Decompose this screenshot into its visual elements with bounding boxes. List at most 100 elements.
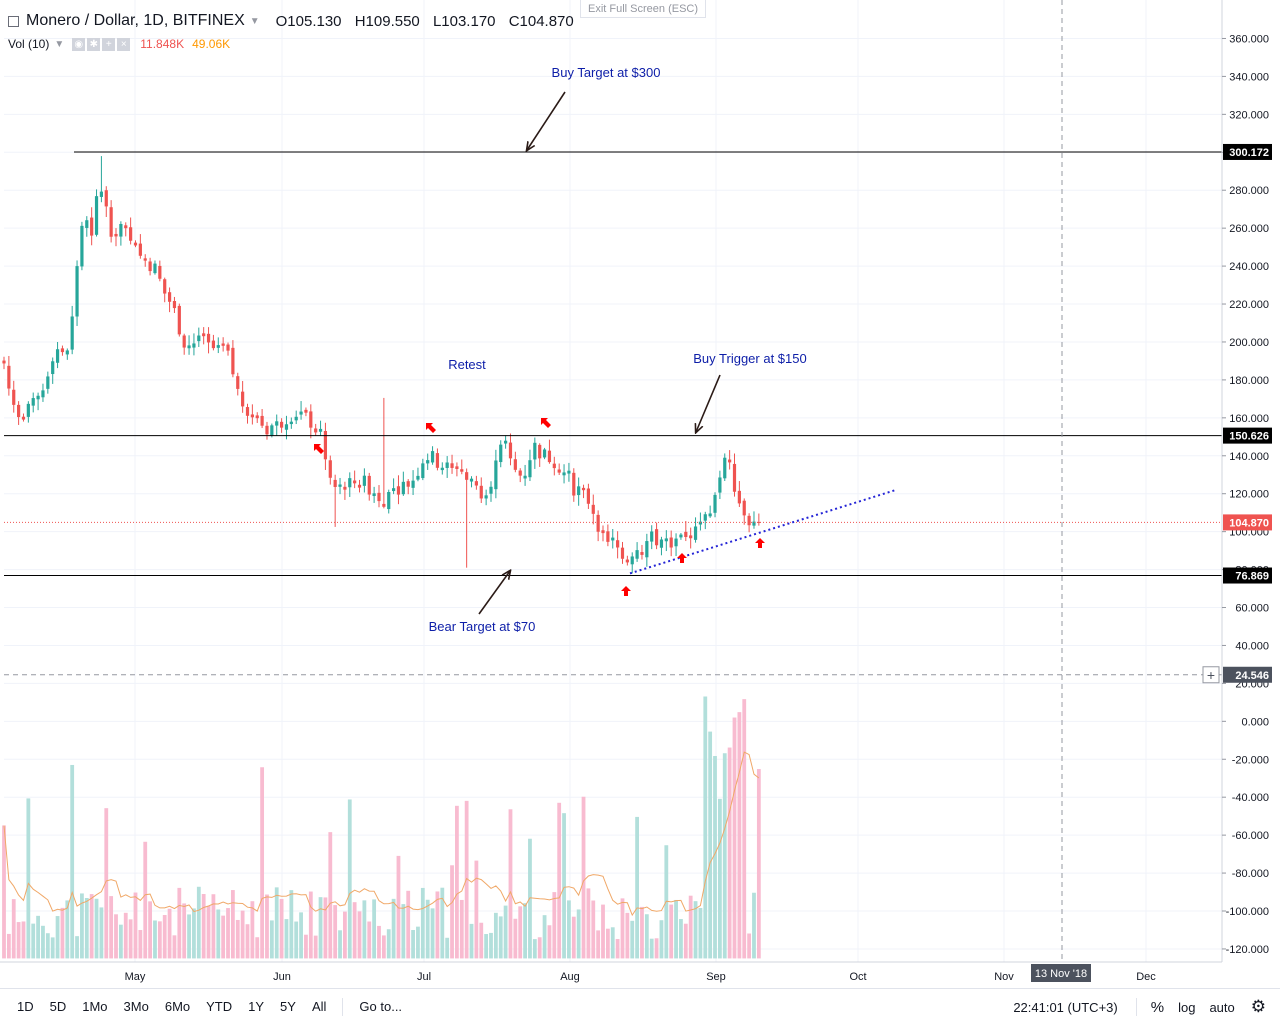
volume-bar — [396, 855, 401, 959]
volume-bar — [153, 920, 157, 959]
volume-bar — [518, 906, 523, 959]
candle-body — [489, 486, 493, 494]
signal-arrow-up — [677, 553, 687, 563]
candle-body — [718, 477, 722, 493]
candle-body — [679, 534, 683, 538]
high-value: H109.550 — [354, 12, 420, 30]
timeframe-all[interactable]: All — [311, 999, 327, 1014]
candle-body — [163, 279, 167, 294]
log-scale-toggle[interactable]: log — [1178, 999, 1196, 1015]
candle-body — [392, 488, 396, 492]
candle-body — [737, 490, 741, 504]
volume-bar — [630, 920, 635, 959]
candle-body — [119, 223, 123, 237]
candle-body — [328, 460, 332, 478]
settings-gear-icon[interactable]: ⚙ — [1250, 997, 1266, 1016]
candle-body — [508, 442, 513, 459]
timeframe-1d[interactable]: 1D — [17, 999, 34, 1014]
volume-bar — [347, 799, 352, 959]
volume-bar — [713, 756, 717, 959]
volume-bar — [654, 938, 659, 959]
candle-body — [167, 292, 172, 302]
crosshair-date-tag-bg — [1031, 964, 1091, 982]
price-tick-label: -100.000 — [1226, 906, 1269, 918]
candle-body — [226, 344, 230, 351]
candle-body — [596, 514, 600, 532]
volume-bar — [425, 899, 430, 959]
volume-bar — [109, 896, 114, 959]
time-axis[interactable]: May Jun Jul Aug Sep Oct Nov Dec 13 Nov '18 — [0, 961, 1222, 983]
timeframe-6mo[interactable]: 6Mo — [164, 999, 191, 1014]
candle-body — [396, 486, 401, 495]
volume-bar — [333, 905, 338, 959]
timeframe-1y[interactable]: 1Y — [248, 999, 265, 1014]
volume-bar — [406, 890, 411, 959]
candle-body — [367, 475, 371, 495]
auto-scale-toggle[interactable]: auto — [1209, 999, 1235, 1015]
candle-body — [333, 479, 337, 487]
volume-bar — [196, 886, 201, 959]
chevron-down-icon[interactable]: ▼ — [249, 15, 260, 27]
volume-bar — [571, 916, 576, 959]
volume-bar — [357, 911, 362, 959]
candle-body — [411, 480, 415, 488]
volume-bar — [80, 893, 84, 959]
volume-bar — [250, 901, 255, 959]
volume-bar — [610, 927, 615, 959]
candle-body — [279, 421, 284, 428]
volume-bar — [567, 900, 571, 959]
timeframe-3mo[interactable]: 3Mo — [123, 999, 149, 1014]
candle-body — [245, 407, 250, 416]
volume-bar — [581, 796, 586, 959]
chevron-down-icon[interactable]: ▼ — [54, 38, 65, 50]
candle-body — [182, 335, 186, 348]
clock[interactable]: 22:41:01 (UTC+3) — [1013, 999, 1118, 1015]
price-axis[interactable]: 360.000340.000320.000300.000280.000260.0… — [1202, 0, 1272, 962]
bottom-toolbar: 1D 5D 1Mo 3Mo 6Mo YTD 1Y 5Y All Go to...… — [0, 988, 1280, 1024]
volume-bar — [123, 912, 128, 959]
candle-body — [377, 492, 381, 502]
exit-fullscreen-button[interactable]: Exit Full Screen (ESC) — [580, 0, 706, 18]
volume-bar — [308, 891, 313, 959]
volume-bar — [279, 898, 284, 959]
series-legend: Monero / Dollar, 1D, BITFINEX ▼ O105.130… — [8, 12, 583, 30]
volume-bar — [187, 914, 191, 959]
volume-bar — [167, 908, 172, 959]
timeframe-1mo[interactable]: 1Mo — [82, 999, 108, 1014]
level-price-tag: 300.172 — [1229, 147, 1269, 159]
volume-bar — [221, 915, 226, 959]
gear-icon[interactable]: ✱ — [87, 37, 101, 51]
plus-icon: + — [1207, 667, 1215, 683]
annotation-label: Bear Target at $70 — [429, 619, 536, 634]
volume-label[interactable]: Vol (10) — [8, 37, 50, 51]
signal-arrow-diag — [541, 418, 551, 428]
candlesticks — [2, 156, 761, 574]
volume-bar — [391, 898, 396, 959]
volume-bar — [133, 892, 138, 959]
timeframe-5d[interactable]: 5D — [49, 999, 67, 1014]
timeframe-5y[interactable]: 5Y — [280, 999, 296, 1014]
candle-body — [689, 535, 693, 539]
chart-title[interactable]: Monero / Dollar, 1D, BITFINEX — [26, 12, 245, 29]
volume-bar — [698, 907, 703, 959]
candle-body — [206, 333, 211, 343]
timeframe-ytd[interactable]: YTD — [206, 999, 233, 1014]
percent-scale-toggle[interactable]: % — [1150, 998, 1165, 1016]
add-icon[interactable]: + — [102, 37, 116, 51]
candle-body — [469, 478, 474, 482]
candle-body — [703, 514, 707, 521]
candle-body — [353, 480, 357, 484]
volume-bar — [343, 911, 347, 959]
annotation-arrow — [696, 374, 721, 432]
candle-body — [357, 484, 362, 488]
close-icon[interactable]: × — [117, 37, 131, 51]
time-tick-label: Oct — [849, 971, 866, 983]
candle-body — [406, 481, 410, 487]
volume-bar — [591, 900, 596, 959]
eye-icon[interactable]: ◉ — [72, 37, 86, 51]
goto-date-button[interactable]: Go to... — [359, 999, 403, 1014]
candle-body — [387, 492, 391, 510]
collapse-icon[interactable] — [8, 15, 19, 27]
volume-bar — [245, 924, 250, 959]
